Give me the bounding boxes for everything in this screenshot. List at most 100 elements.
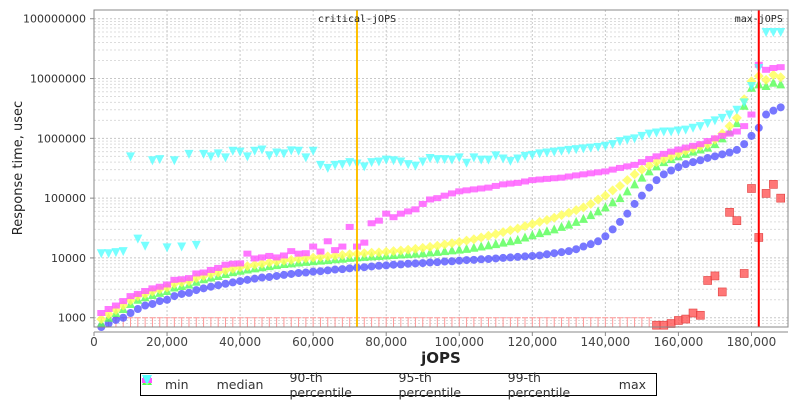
data-point (331, 247, 340, 254)
x-tick-label: 160,000 (654, 335, 704, 349)
data-point (389, 214, 398, 221)
data-point (170, 292, 179, 301)
min-below-range-mark (244, 317, 251, 327)
legend-circle-icon (142, 375, 211, 391)
data-point (396, 157, 406, 167)
min-below-range-mark (470, 317, 477, 327)
data-point (594, 237, 603, 246)
min-below-range-mark (266, 317, 273, 327)
data-point (762, 66, 771, 73)
data-point (776, 193, 785, 203)
min-below-range-mark (631, 317, 638, 327)
data-point (732, 216, 742, 225)
data-point (768, 28, 778, 38)
data-point (454, 153, 464, 163)
min-below-range-mark (193, 317, 200, 327)
data-point (652, 320, 661, 330)
x-axis-ticks: 0 20,000 40,000 60,000 80,000 100,000 120,000 1… (90, 331, 788, 349)
data-point (287, 248, 296, 255)
data-point (133, 290, 142, 297)
data-point (600, 141, 610, 151)
data-point (163, 295, 172, 304)
data-point (104, 249, 114, 259)
y-tick-label: 100000000 (23, 13, 86, 26)
data-point (462, 256, 471, 265)
data-point (498, 237, 508, 247)
min-below-range-mark (178, 317, 185, 327)
data-point (476, 232, 487, 243)
y-tick-label: 100000 (44, 192, 86, 205)
data-point (550, 249, 559, 258)
data-point (776, 79, 786, 89)
min-below-range-mark (587, 317, 594, 327)
data-point (309, 267, 318, 276)
legend-item: min (143, 376, 189, 392)
data-point (469, 186, 478, 193)
data-point (235, 147, 245, 157)
data-point (703, 138, 712, 145)
data-point (425, 247, 435, 257)
min-below-range-mark (251, 317, 258, 327)
data-point (739, 269, 749, 278)
y-tick-label: 10000 (51, 252, 86, 265)
data-point (323, 163, 333, 173)
data-point (608, 140, 618, 150)
data-point (440, 192, 449, 199)
data-point (718, 132, 727, 139)
data-point (659, 127, 669, 137)
data-point (484, 184, 493, 191)
data-point (477, 255, 486, 264)
data-point (447, 245, 457, 255)
data-point (432, 246, 442, 256)
data-point (432, 240, 443, 251)
data-point (505, 156, 515, 166)
data-point (615, 193, 625, 203)
data-point (147, 156, 157, 166)
data-point (177, 289, 186, 298)
data-point (622, 186, 632, 196)
data-point (689, 158, 698, 167)
data-point (257, 258, 268, 269)
data-point (513, 234, 523, 244)
data-point (557, 174, 566, 181)
marker-label-critical-jOPS: critical-jOPS (318, 14, 396, 25)
data-point (367, 220, 376, 227)
data-point (747, 131, 756, 140)
data-point (469, 242, 479, 252)
legend-diamond-icon (142, 375, 393, 391)
data-point (287, 269, 296, 278)
data-point (382, 261, 391, 270)
data-point (315, 160, 325, 170)
data-point (141, 287, 150, 294)
data-point (228, 146, 238, 156)
data-point (696, 156, 705, 165)
data-point (309, 243, 318, 250)
data-point (527, 150, 537, 160)
data-point (710, 152, 719, 161)
data-point (177, 242, 187, 252)
data-point (608, 166, 617, 173)
min-below-range-mark (164, 317, 171, 327)
x-axis-title: jOPS (420, 349, 461, 367)
data-point (579, 171, 588, 178)
data-point (163, 281, 172, 288)
min-below-range-mark (624, 317, 631, 327)
data-point (688, 123, 698, 133)
legend-label: median (216, 377, 264, 392)
data-point (674, 146, 683, 153)
min-below-range-mark (237, 317, 244, 327)
data-point (455, 188, 464, 195)
data-point (740, 123, 749, 130)
legend-label: 99-th percentile (507, 369, 571, 400)
data-point (747, 184, 756, 193)
data-point (96, 314, 107, 325)
data-point (425, 153, 435, 163)
data-point (104, 305, 113, 312)
min-below-range-mark (500, 317, 507, 327)
min-below-range-mark (441, 317, 448, 327)
data-point (586, 170, 595, 177)
data-point (228, 260, 237, 267)
data-point (651, 157, 662, 168)
